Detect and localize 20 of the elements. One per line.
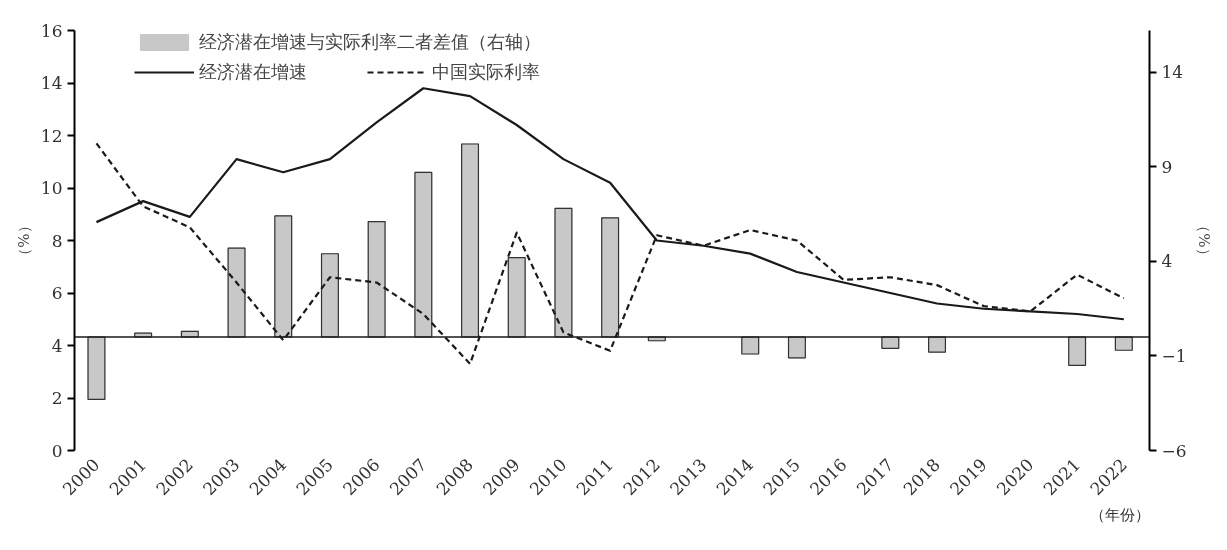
y-tick-label: 4 [51, 335, 63, 356]
y2-tick-label: −6 [1161, 440, 1187, 461]
legend-label: 经济潜在增速与实际利率二者差值（右轴） [199, 30, 541, 54]
y2-tick-label: 4 [1161, 251, 1173, 272]
legend-label: 经济潜在增速 [199, 60, 307, 84]
y-tick-label: 2 [51, 388, 63, 408]
y-tick-label: 16 [40, 20, 63, 41]
y-tick-label: 8 [51, 230, 63, 251]
y-tick-label: 10 [40, 178, 63, 198]
x-axis-title: （年份） [1089, 505, 1150, 524]
y2-tick-label: 9 [1161, 156, 1173, 177]
y-axis-title: （%） [14, 218, 33, 263]
y2-tick-label: −1 [1161, 345, 1187, 366]
y-tick-label: 6 [51, 283, 63, 303]
legend-label: 中国实际利率 [432, 60, 540, 84]
y-tick-label: 12 [40, 125, 63, 146]
y2-axis-title: （%） [1194, 218, 1213, 263]
y-tick-label: 0 [51, 440, 63, 461]
y-tick-label: 14 [40, 73, 63, 93]
y2-tick-label: 14 [1161, 62, 1184, 83]
